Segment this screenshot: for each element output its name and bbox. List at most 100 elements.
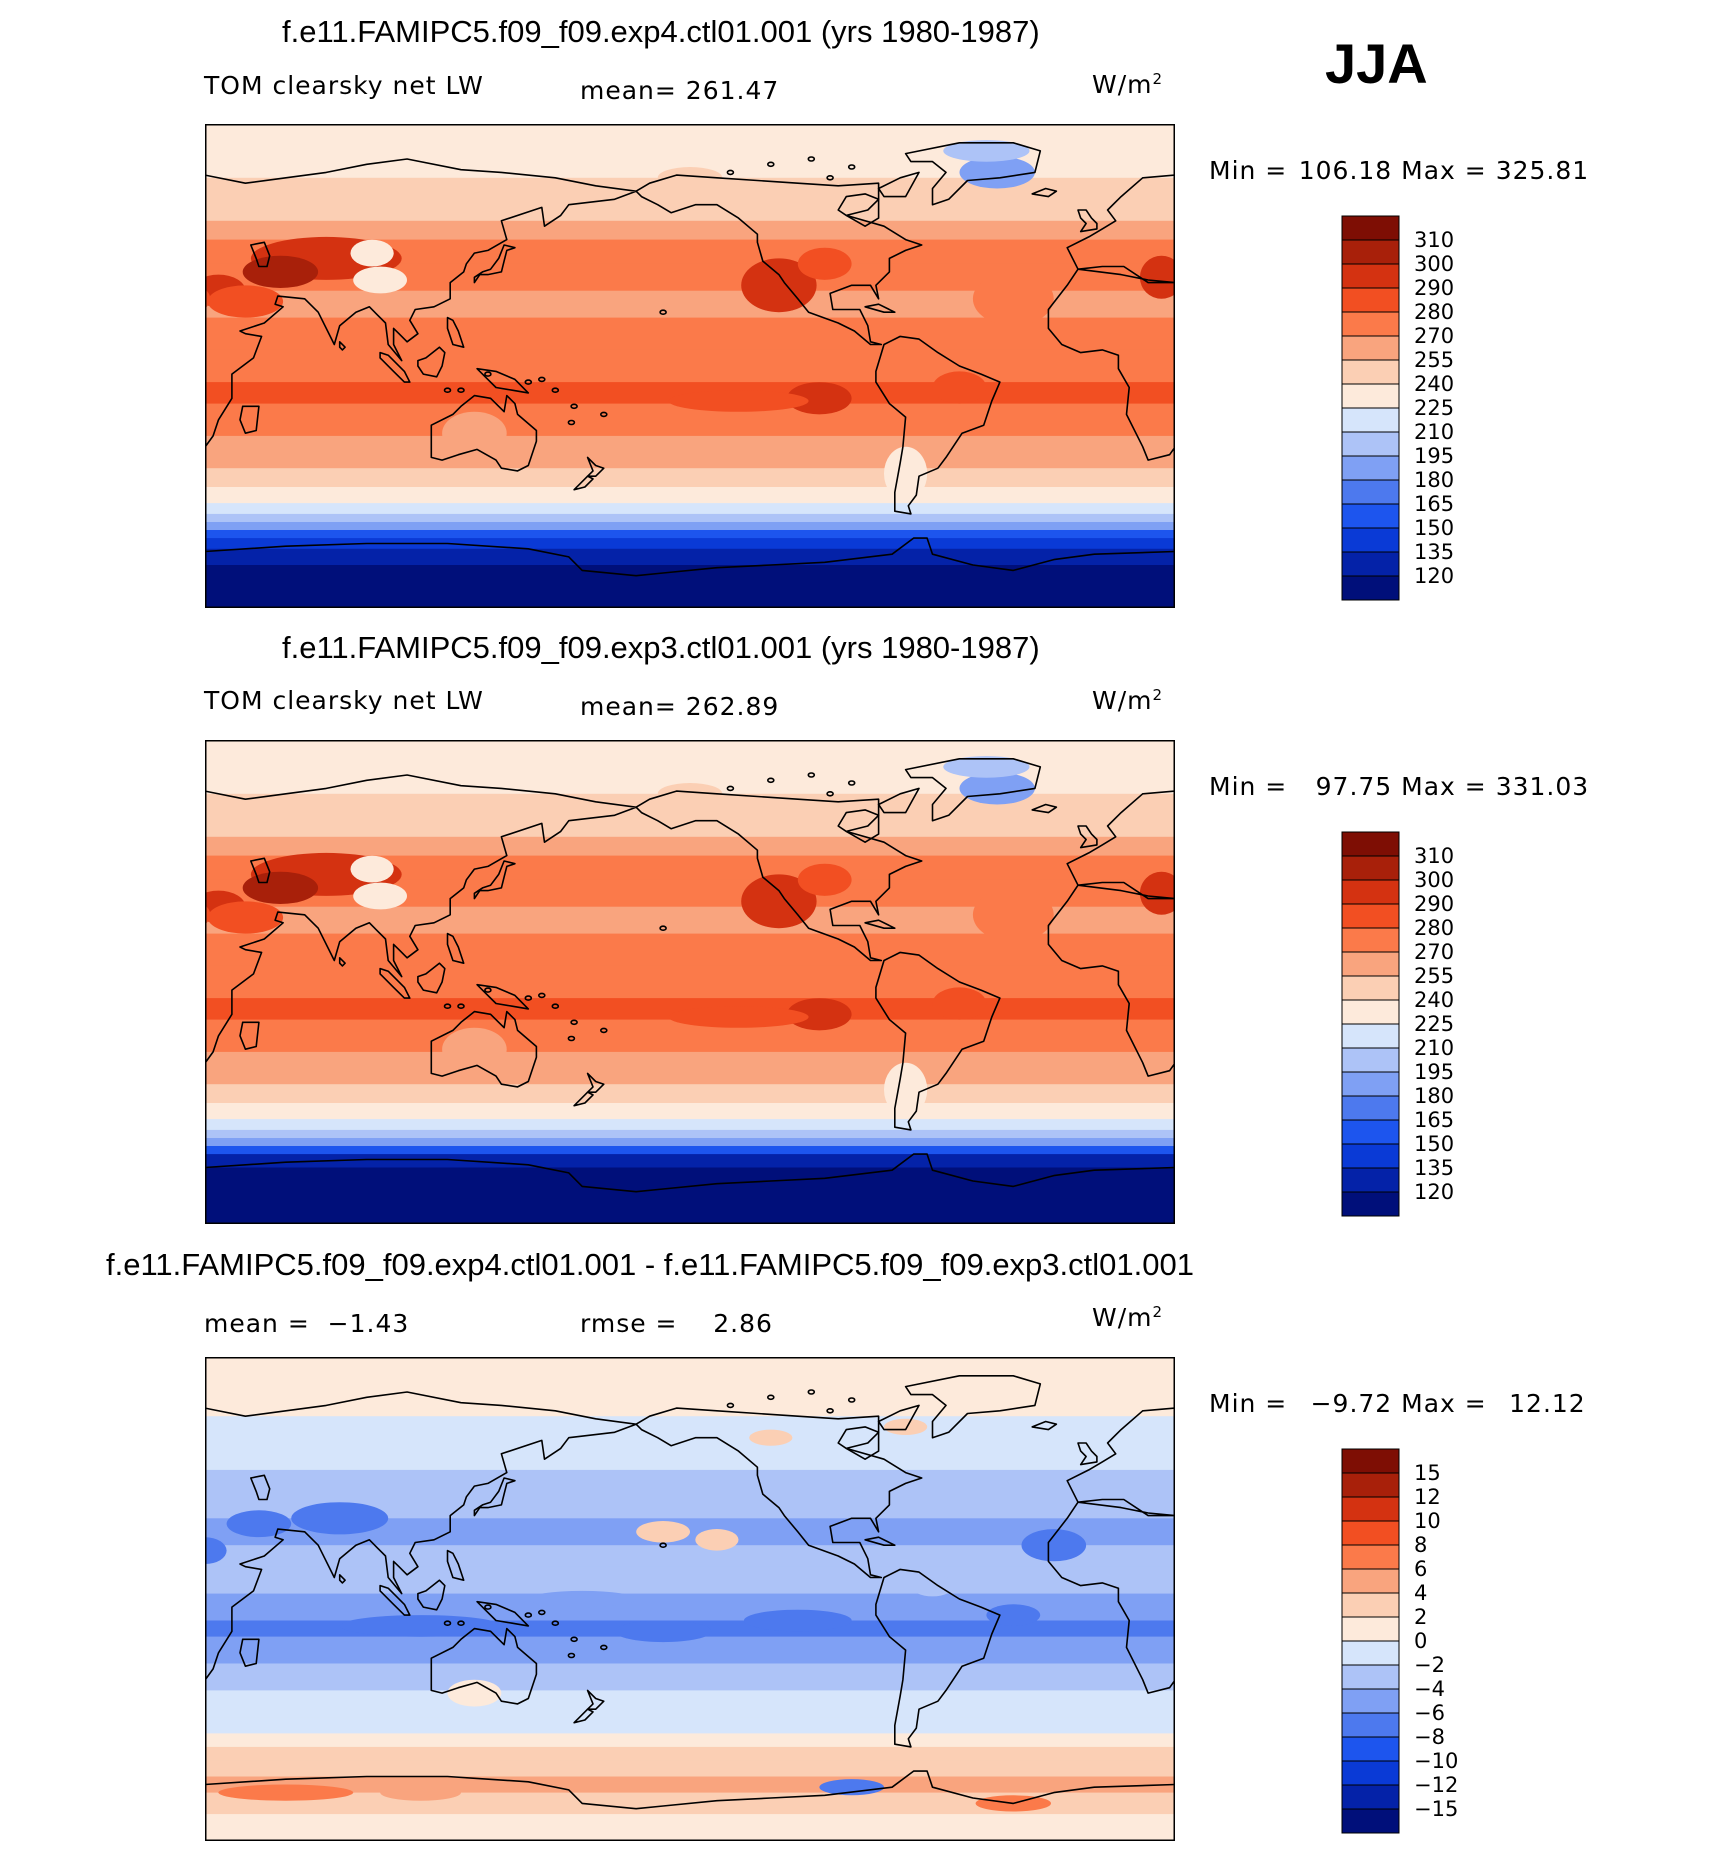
field-anomaly <box>528 1590 637 1608</box>
colorbar-swatch <box>1341 359 1400 385</box>
coastline-island <box>826 790 834 797</box>
field-band <box>205 1167 1175 1224</box>
coastline-southAmerica <box>875 1568 1001 1748</box>
field-anomaly <box>932 987 987 1020</box>
coastline-greenland <box>904 757 1042 822</box>
coastline-island <box>807 1389 816 1395</box>
panel-1-colorbar: 1201351501651801952102252402552702802903… <box>1341 215 1454 601</box>
colorbar-swatch <box>1341 527 1400 553</box>
coastline-northAmerica <box>635 174 923 346</box>
colorbar-swatch <box>1341 1095 1400 1121</box>
colorbar-swatch <box>1341 1616 1400 1642</box>
coastline-island <box>443 1620 452 1627</box>
coastline-caspian <box>249 857 271 884</box>
field-anomaly <box>1139 255 1175 299</box>
panel-3-max-value: 12.12 <box>1509 1389 1586 1418</box>
coastline-island <box>826 174 834 181</box>
colorbar-tick-label: 195 <box>1414 1060 1454 1084</box>
coastline-northAmerica <box>635 1407 923 1579</box>
colorbar-swatch <box>1341 1640 1400 1666</box>
colorbar-tick-label: 2 <box>1414 1605 1427 1629</box>
coastline-baffin <box>877 171 920 198</box>
coastline-island <box>726 169 735 176</box>
coastline-island <box>537 1609 546 1616</box>
field-anomaly <box>695 1529 739 1551</box>
field-band <box>205 820 1175 838</box>
coastline-baffin <box>877 787 920 814</box>
colorbar-swatch <box>1341 1688 1400 1714</box>
colorbar-tick-label: 195 <box>1414 444 1454 468</box>
colorbar-tick-label: −4 <box>1414 1677 1445 1701</box>
coastline-hudson <box>837 809 880 843</box>
field-anomaly <box>972 271 1054 326</box>
field-anomaly <box>205 1537 227 1564</box>
coastline-madagascar <box>239 405 260 435</box>
coastline-island <box>659 309 667 315</box>
coastlines <box>205 757 1175 1193</box>
field-anomaly <box>350 239 394 267</box>
colorbar-tick-label: 225 <box>1414 396 1454 420</box>
coastline-baffin <box>877 1404 920 1431</box>
field-band <box>205 513 1175 523</box>
coastline-island <box>766 1394 775 1401</box>
coastline-newGuinea <box>476 1600 530 1627</box>
colorbar-tick-label: 135 <box>1414 1156 1454 1180</box>
field-anomaly <box>1021 1529 1087 1562</box>
coastline-island <box>766 161 775 168</box>
field-anomaly <box>380 1784 461 1801</box>
colorbar-tick-label: 6 <box>1414 1557 1427 1581</box>
colorbar-swatch <box>1341 1784 1400 1810</box>
field-anomaly <box>636 1521 690 1543</box>
field-anomaly <box>668 1006 809 1028</box>
colorbar-tick-label: 165 <box>1414 1108 1454 1132</box>
field-band <box>205 530 1175 539</box>
field-band <box>205 468 1175 488</box>
panel-3-rmse-label: rmse = 2.86 <box>580 1309 773 1338</box>
field-band <box>205 1717 1175 1734</box>
field-band <box>205 1154 1175 1168</box>
coastline-antarctica <box>205 1770 1175 1810</box>
field-band <box>205 1357 1175 1417</box>
colorbar-swatch <box>1341 1520 1400 1546</box>
coastline-island <box>567 1652 576 1659</box>
coastline-newGuinea <box>476 367 530 394</box>
coastline-greenland <box>904 1374 1042 1439</box>
map-frame <box>205 124 1175 608</box>
field-anomaly <box>787 382 852 415</box>
coastline-uk-wrap <box>1077 1442 1098 1466</box>
panel-1-min-label: Min = <box>1209 156 1288 185</box>
field-band <box>205 1119 1175 1131</box>
field-anomaly <box>787 998 852 1031</box>
panel-3-min-value: −9.72 <box>1310 1389 1393 1418</box>
panel-2-max-value: 331.03 <box>1495 772 1590 801</box>
map-frame <box>205 740 1175 1224</box>
colorbar-swatch <box>1341 479 1400 505</box>
colorbar-swatch <box>1341 551 1400 577</box>
coastline-antarctica <box>205 1153 1175 1193</box>
colorbar-tick-label: 225 <box>1414 1012 1454 1036</box>
field-band <box>205 1138 1175 1147</box>
field-band <box>205 1760 1175 1777</box>
coastline-island <box>726 1402 735 1409</box>
colorbar-swatch <box>1341 455 1400 481</box>
colorbar-swatch <box>1341 1808 1400 1834</box>
coastline-borneo <box>417 1579 446 1611</box>
coastline-hudson <box>837 1426 880 1460</box>
coastline-africaEurasia-wrap <box>1047 790 1175 1077</box>
coastline-africaEurasia <box>205 1391 637 1682</box>
panel-2-max-label: Max = <box>1401 772 1487 801</box>
field-band <box>205 1103 1175 1120</box>
field-band <box>205 565 1175 608</box>
colorbar-tick-label: 0 <box>1414 1629 1427 1653</box>
colorbar-swatch <box>1341 1712 1400 1738</box>
coastline-island <box>807 772 816 778</box>
coastline-island <box>599 1644 608 1651</box>
coastline-island <box>457 1003 465 1010</box>
colorbar-swatch <box>1341 855 1400 881</box>
coastline-island <box>570 403 578 410</box>
colorbar-tick-label: 8 <box>1414 1533 1427 1557</box>
colorbar-tick-label: −12 <box>1414 1773 1458 1797</box>
coastline-sumatra <box>379 967 411 999</box>
coastline-sumatra <box>379 351 411 383</box>
